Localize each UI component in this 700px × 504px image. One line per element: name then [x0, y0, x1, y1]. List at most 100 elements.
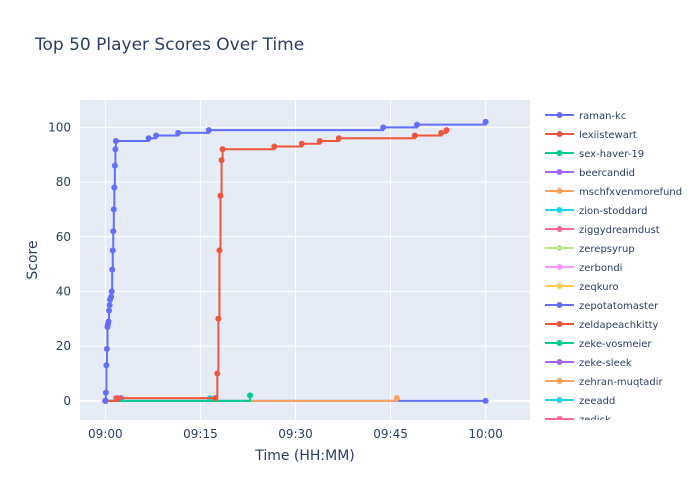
legend-item[interactable]: zerepsyrup — [545, 244, 635, 255]
legend-marker — [556, 245, 563, 251]
legend-item[interactable]: mschfxvenmorefund — [545, 187, 682, 198]
legend-marker — [556, 359, 563, 365]
legend-label: zion-stoddard — [579, 206, 647, 217]
legend-item[interactable]: zeke-sleek — [545, 358, 632, 369]
legend-item[interactable]: zeldapeachkitty — [545, 320, 659, 331]
data-point — [103, 362, 110, 369]
data-point — [112, 146, 119, 153]
legend-item[interactable]: zepotatomaster — [545, 301, 659, 312]
legend-item[interactable]: zion-stoddard — [545, 206, 647, 217]
data-point — [103, 345, 110, 352]
data-point — [108, 288, 115, 295]
data-point — [443, 127, 450, 134]
legend-marker — [556, 264, 563, 270]
legend-label: beercandid — [579, 168, 635, 179]
x-tick-label: 10:00 — [468, 427, 503, 441]
y-tick-label: 20 — [56, 339, 71, 353]
legend-item[interactable]: raman-kc — [545, 111, 626, 122]
legend-label: zedick — [579, 415, 611, 426]
data-point — [316, 138, 323, 145]
plot-background — [80, 100, 530, 420]
data-point — [271, 143, 278, 150]
legend-label: raman-kc — [579, 111, 626, 122]
y-tick-label: 80 — [56, 175, 71, 189]
legend-label: ziggydreamdust — [579, 225, 660, 236]
legend-marker — [556, 150, 563, 156]
y-tick-label: 0 — [63, 394, 71, 408]
y-tick-label: 100 — [48, 120, 71, 134]
x-tick-label: 09:45 — [373, 427, 408, 441]
data-point — [145, 135, 152, 142]
data-point — [105, 318, 112, 325]
legend-item[interactable]: zehran-muqtadir — [545, 377, 664, 388]
legend-marker — [556, 207, 563, 213]
data-point — [219, 146, 226, 153]
chart-title: Top 50 Player Scores Over Time — [34, 35, 304, 55]
x-axis-title: Time (HH:MM) — [254, 448, 355, 464]
axis-layer: 0 20 40 60 80 100 09:00 09:15 09:30 09:45 10:00 — [48, 120, 503, 441]
legend-marker — [556, 416, 563, 420]
legend[interactable]: raman-kc lexiistewart sex-haver-19 beercand… — [545, 111, 682, 426]
data-point — [411, 132, 418, 139]
legend-label: zeeadd — [579, 396, 615, 407]
legend-item[interactable]: sex-haver-19 — [545, 149, 644, 160]
legend-item[interactable]: zeqkuro — [545, 282, 619, 293]
x-tick-label: 09:00 — [88, 427, 123, 441]
legend-marker — [556, 378, 563, 384]
data-point — [438, 129, 445, 136]
legend-label: mschfxvenmorefund — [579, 187, 682, 198]
data-point — [153, 132, 160, 139]
data-point — [482, 397, 489, 404]
legend-label: zepotatomaster — [579, 301, 659, 312]
legend-label: zeke-sleek — [579, 358, 632, 369]
data-point — [214, 370, 221, 377]
legend-label: zerepsyrup — [579, 244, 635, 255]
data-point — [482, 118, 489, 125]
data-point — [215, 315, 222, 322]
data-point — [102, 397, 109, 404]
legend-marker — [556, 321, 563, 327]
data-point — [217, 192, 224, 199]
x-tick-label: 09:15 — [183, 427, 218, 441]
data-point — [109, 266, 116, 273]
legend-marker — [556, 169, 563, 175]
data-point — [413, 121, 420, 128]
legend-label: zerbondi — [579, 263, 622, 274]
x-tick-label: 09:30 — [278, 427, 313, 441]
legend-item[interactable]: ziggydreamdust — [545, 225, 660, 236]
legend-marker — [556, 188, 563, 194]
data-point — [112, 138, 119, 145]
legend-label: zeke-vosmeier — [579, 339, 652, 350]
data-point — [106, 302, 113, 309]
data-point — [247, 392, 254, 399]
legend-item[interactable]: zeeadd — [545, 396, 615, 407]
data-point — [115, 395, 122, 402]
data-point — [335, 135, 342, 142]
legend-label: zehran-muqtadir — [579, 377, 664, 388]
data-point — [108, 293, 115, 300]
legend-item[interactable]: zeke-vosmeier — [545, 339, 652, 350]
data-point — [175, 129, 182, 136]
legend-marker — [556, 112, 563, 118]
legend-item[interactable]: zedick — [545, 415, 611, 426]
legend-label: sex-haver-19 — [579, 149, 644, 160]
legend-marker — [556, 340, 563, 346]
data-point — [106, 307, 113, 314]
data-point — [218, 157, 225, 164]
series-lexiistewart — [102, 127, 450, 404]
data-point — [110, 228, 117, 235]
legend-marker — [556, 283, 563, 289]
legend-item[interactable]: lexiistewart — [545, 130, 637, 141]
legend-item[interactable]: beercandid — [545, 168, 635, 179]
legend-label: zeldapeachkitty — [579, 320, 659, 331]
data-point — [111, 162, 118, 169]
legend-item[interactable]: zerbondi — [545, 263, 622, 274]
legend-marker — [556, 397, 563, 403]
data-point — [393, 395, 400, 402]
legend-label: lexiistewart — [579, 130, 637, 141]
series-raman-kc — [102, 118, 489, 404]
data-point — [109, 247, 116, 254]
data-point — [216, 247, 223, 254]
y-tick-label: 40 — [56, 284, 71, 298]
